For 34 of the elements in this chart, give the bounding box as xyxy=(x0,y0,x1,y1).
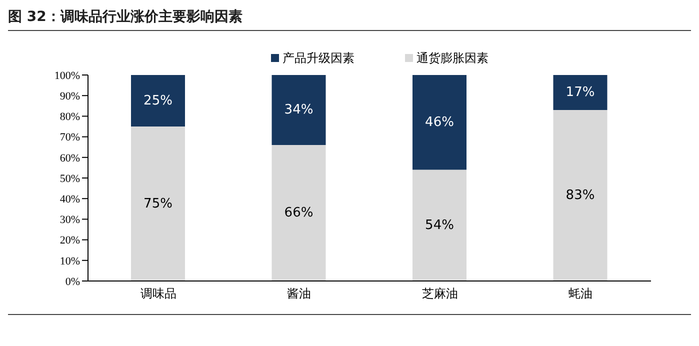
data-label: 46% xyxy=(425,114,454,130)
x-tick-label: 调味品 xyxy=(140,286,176,301)
y-tick-label: 90% xyxy=(60,90,80,103)
data-label: 66% xyxy=(284,206,314,221)
data-label: 34% xyxy=(284,102,314,118)
y-tick-label: 80% xyxy=(60,111,80,124)
data-label: 25% xyxy=(144,93,172,108)
legend-label: 产品升级因素 xyxy=(282,50,354,66)
y-tick-label: 20% xyxy=(60,234,80,247)
bar xyxy=(553,110,608,281)
data-label: 75% xyxy=(144,196,172,212)
y-tick-label: 0% xyxy=(65,276,80,288)
x-tick-label: 酱油 xyxy=(287,286,312,301)
chart-title: 图 32：调味品行业涨价主要影响因素 xyxy=(8,8,691,31)
bar xyxy=(412,75,466,170)
y-tick-label: 100% xyxy=(54,70,80,82)
y-tick-label: 30% xyxy=(60,214,80,226)
x-tick-label: 蚝油 xyxy=(568,286,593,301)
x-tick-label: 芝麻油 xyxy=(422,286,458,301)
data-label: 17% xyxy=(566,85,595,100)
bar xyxy=(131,75,185,126)
bar xyxy=(412,170,466,281)
bar xyxy=(272,75,326,146)
y-tick-label: 40% xyxy=(60,194,80,206)
data-label: 83% xyxy=(566,188,595,204)
y-tick-label: 10% xyxy=(60,255,80,268)
legend-label: 通货膨胀因素 xyxy=(416,50,488,66)
bar xyxy=(131,126,185,281)
bar xyxy=(272,145,326,281)
data-label: 54% xyxy=(425,218,454,233)
bar xyxy=(553,75,608,110)
y-tick-label: 70% xyxy=(60,132,80,144)
y-tick-label: 60% xyxy=(60,152,80,164)
y-tick-label: 50% xyxy=(60,172,80,185)
